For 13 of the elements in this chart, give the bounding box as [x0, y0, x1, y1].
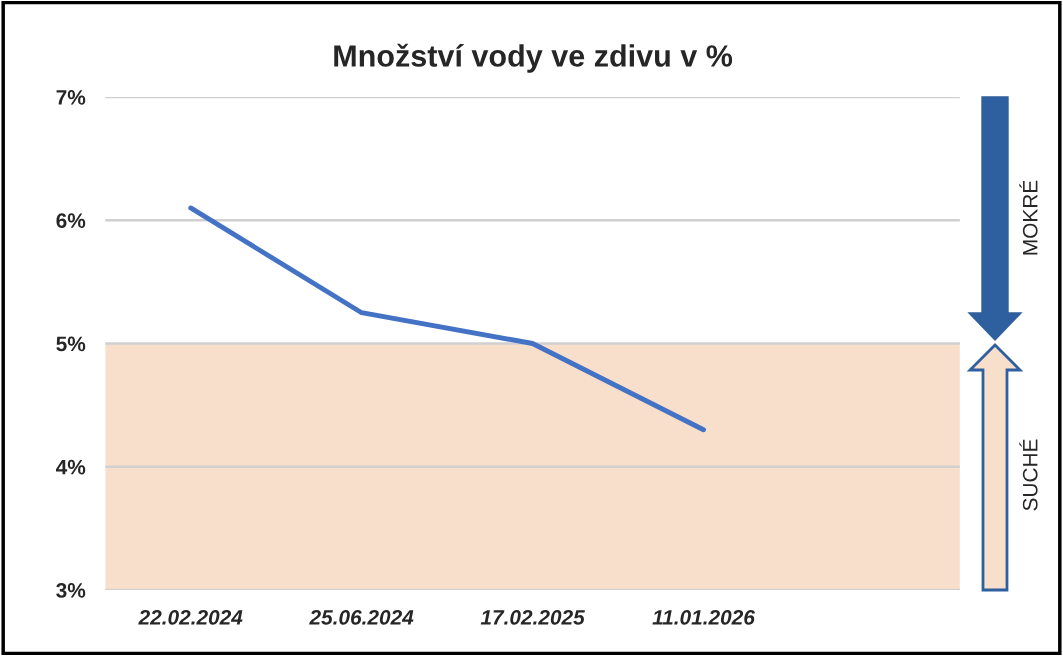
- y-tick-label: 6%: [56, 213, 86, 229]
- x-tick-label: 11.01.2026: [652, 610, 755, 625]
- y-tick-label: 7%: [56, 90, 86, 105]
- chart-title: Množství vody ve zdivu v %: [334, 43, 733, 73]
- x-tick-label: 22.02.2024: [138, 610, 243, 625]
- text: SUCHÉ: [1019, 439, 1038, 511]
- y-tick-label: 4%: [56, 459, 86, 475]
- y-tick-label: 5%: [56, 336, 86, 352]
- text: MOKRÉ: [1019, 180, 1038, 255]
- y-tick-label: 3%: [56, 583, 86, 598]
- x-tick-label: 17.02.2025: [480, 610, 585, 625]
- x-tick-label: 25.06.2024: [309, 610, 414, 625]
- line-series: [188, 205, 706, 433]
